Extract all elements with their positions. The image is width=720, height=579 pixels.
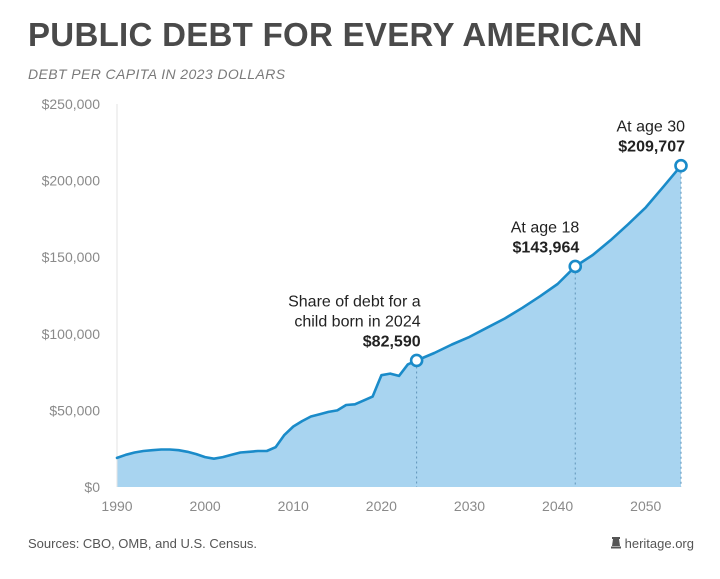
annotation-marker-0 [409, 353, 424, 368]
sources-note: Sources: CBO, OMB, and U.S. Census. [28, 536, 258, 551]
annotation-value: $209,707 [618, 139, 685, 156]
heritage-bell-icon [610, 537, 621, 549]
brand-label: heritage.org [624, 536, 694, 551]
y-tick-label: $100,000 [42, 326, 101, 342]
x-tick-label: 2050 [630, 498, 661, 514]
brand-credit: heritage.org [610, 536, 694, 551]
x-tick-label: 2020 [366, 498, 397, 514]
x-tick-label: 2040 [542, 498, 573, 514]
y-tick-label: $250,000 [42, 96, 101, 112]
annotation-label: At age 30 [617, 119, 686, 136]
annotation-label: Share of debt for a [288, 293, 421, 310]
debt-series-line [115, 164, 683, 460]
x-tick-label: 2030 [454, 498, 485, 514]
annotation-value: $82,590 [363, 333, 421, 350]
y-tick-label: $200,000 [42, 173, 101, 189]
debt-area-chart: $0 $50,000 $100,000 $150,000 $200,000 $250,00… [42, 96, 688, 514]
annotation-value: $143,964 [513, 239, 580, 256]
annotation-label: At age 18 [511, 219, 580, 236]
chart-subtitle: DEBT PER CAPITA IN 2023 DOLLARS [28, 66, 286, 82]
annotation-marker-1 [568, 259, 583, 274]
x-tick-label: 2000 [190, 498, 221, 514]
y-tick-label: $150,000 [42, 249, 101, 265]
y-tick-label: $50,000 [49, 402, 100, 418]
chart-title: PUBLIC DEBT FOR EVERY AMERICAN [28, 16, 643, 53]
x-tick-label: 2010 [278, 498, 309, 514]
x-tick-label: 1990 [101, 498, 132, 514]
annotation-label: child born in 2024 [294, 313, 420, 330]
debt-area-fill [117, 165, 681, 487]
annotation-marker-2 [674, 158, 688, 173]
y-tick-label: $0 [84, 479, 100, 495]
